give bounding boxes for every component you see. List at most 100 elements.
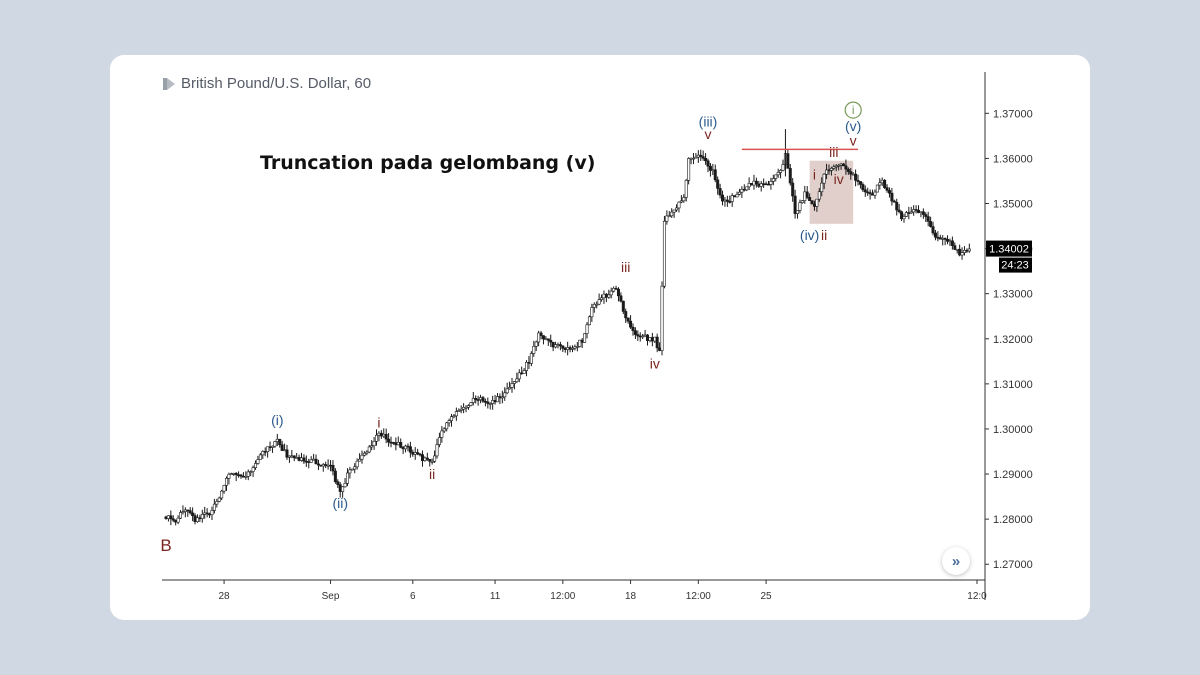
candle-body	[621, 300, 625, 312]
candle-body	[353, 466, 357, 470]
candle-body	[921, 211, 925, 215]
candle-body	[510, 383, 514, 388]
scroll-forward-button[interactable]: »	[942, 547, 970, 575]
candle-body	[907, 212, 911, 214]
candle-body	[609, 290, 613, 296]
candle-body	[958, 248, 962, 256]
candle-body	[215, 501, 219, 505]
candle-body	[941, 238, 945, 240]
candle-body	[875, 184, 879, 193]
candle-body	[544, 338, 548, 341]
wave-label: iv	[650, 355, 660, 371]
candle-body	[394, 442, 398, 446]
candle-body	[861, 184, 865, 191]
wave-label: (iv)	[800, 227, 819, 243]
candle-body	[650, 337, 654, 342]
candle-body	[713, 169, 717, 181]
candle-body	[636, 334, 640, 337]
candle-body	[254, 463, 258, 468]
candle-body	[203, 512, 207, 515]
candle-body	[312, 458, 316, 461]
candle-body	[229, 473, 233, 475]
candle-body	[423, 457, 427, 461]
wave-label: (v)	[845, 118, 861, 134]
candle-body	[706, 160, 710, 167]
candle-body	[871, 193, 875, 196]
annotation-text: Truncation pada gelombang (v)	[260, 152, 596, 174]
candle-body	[689, 157, 693, 160]
candle-body	[331, 464, 335, 472]
candle-body	[256, 459, 260, 464]
candle-body	[283, 449, 287, 452]
candle-body	[500, 396, 504, 399]
candle-body	[764, 183, 768, 186]
wave-label: (i)	[271, 412, 283, 428]
candle-body	[401, 447, 405, 450]
wave-label: iii	[621, 259, 630, 275]
candle-body	[602, 293, 606, 299]
candle-body	[837, 164, 841, 167]
candle-body	[781, 164, 785, 171]
candle-body	[292, 455, 296, 459]
wave-label: i	[377, 414, 380, 430]
candle-body	[517, 372, 521, 380]
candle-body	[745, 186, 749, 191]
candle-body	[955, 248, 959, 251]
candle-body	[551, 341, 555, 348]
candle-body	[933, 232, 937, 238]
candle-body	[570, 347, 574, 350]
candle-body	[515, 378, 519, 382]
candle-body	[856, 180, 860, 182]
candle-body	[464, 406, 468, 409]
x-tick-label: 28	[219, 591, 231, 602]
candle-body	[670, 211, 674, 217]
candle-body	[691, 157, 695, 160]
candle-body	[220, 490, 224, 499]
candle-body	[704, 157, 708, 162]
candle-body	[525, 361, 529, 371]
candle-body	[512, 381, 516, 384]
candle-body	[575, 346, 579, 348]
candle-body	[648, 337, 652, 341]
candle-body	[495, 396, 499, 403]
candle-body	[534, 341, 538, 347]
candle-body	[452, 415, 456, 418]
candle-body	[391, 442, 395, 444]
candle-body	[737, 191, 741, 195]
candle-body	[679, 200, 683, 203]
candle-body	[237, 474, 241, 477]
candle-body	[186, 509, 190, 512]
candle-body	[638, 335, 642, 338]
candle-body	[812, 203, 816, 207]
candle-body	[694, 156, 698, 159]
candle-body	[336, 481, 340, 485]
candle-body	[682, 197, 686, 202]
candle-body	[677, 201, 681, 209]
candles	[164, 129, 971, 526]
candle-body	[200, 514, 204, 519]
candle-body	[854, 173, 858, 181]
candle-body	[757, 183, 761, 187]
candle-body	[176, 517, 180, 523]
candle-body	[849, 171, 853, 175]
x-tick-label: 12:00	[686, 591, 711, 602]
candle-body	[665, 215, 669, 222]
candle-body	[965, 249, 969, 252]
candle-body	[295, 457, 299, 459]
candle-body	[863, 189, 867, 193]
candle-body	[929, 221, 933, 227]
candle-body	[808, 197, 812, 201]
wave-label: iii	[829, 144, 838, 160]
flag-icon	[163, 77, 175, 90]
candle-body	[667, 215, 671, 218]
candle-body	[471, 397, 475, 403]
candle-body	[249, 471, 253, 473]
wave-label: ii	[429, 466, 435, 482]
candle-body	[660, 285, 664, 351]
candle-body	[868, 192, 872, 195]
candle-body	[498, 396, 502, 399]
candle-body	[793, 195, 797, 214]
candle-body	[892, 200, 896, 203]
candle-body	[454, 411, 458, 417]
